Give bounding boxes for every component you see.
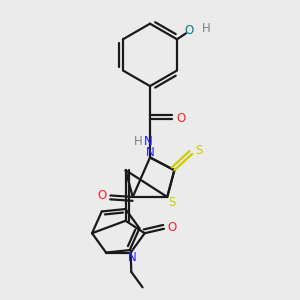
Text: N: N: [146, 146, 155, 159]
Text: N: N: [144, 135, 153, 148]
Text: O: O: [167, 221, 177, 234]
Text: H: H: [134, 135, 143, 148]
Text: N: N: [128, 251, 136, 264]
Text: H: H: [202, 22, 210, 35]
Text: O: O: [184, 24, 194, 37]
Text: O: O: [177, 112, 186, 125]
Text: S: S: [195, 144, 202, 158]
Text: O: O: [97, 189, 106, 202]
Text: S: S: [168, 196, 176, 209]
